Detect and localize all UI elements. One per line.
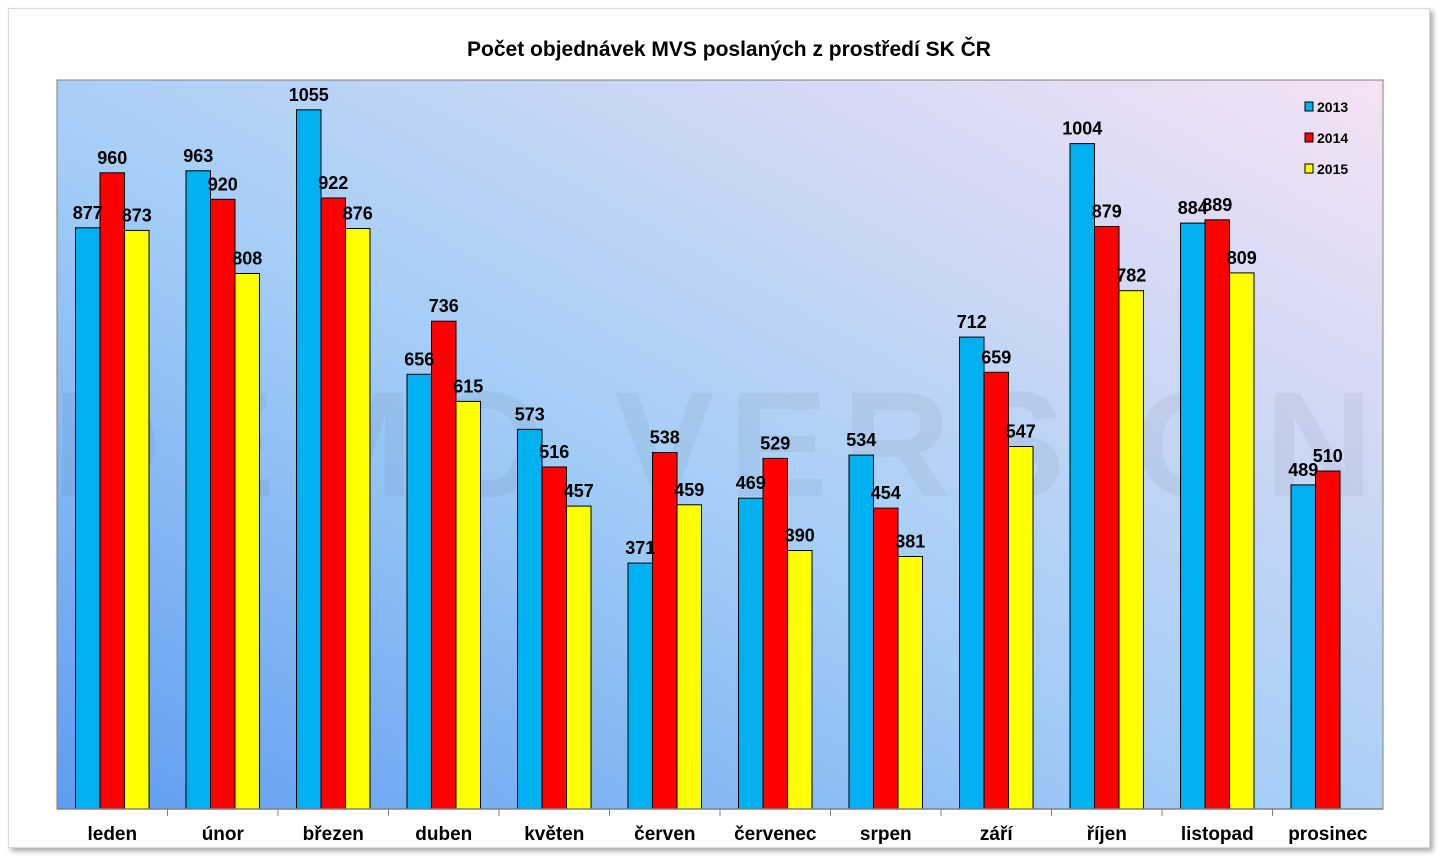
legend-swatch-2013 bbox=[1304, 101, 1314, 112]
x-axis: leden únor březen duben květen červen červenec… bbox=[57, 808, 1383, 845]
legend: 2013 2014 2015 bbox=[1304, 99, 1348, 177]
bar-2014-květen bbox=[541, 466, 567, 810]
data-label-2014-listopad: 889 bbox=[1202, 195, 1232, 215]
legend-swatch-2015 bbox=[1304, 163, 1314, 174]
bars-layer bbox=[75, 109, 1341, 810]
legend-label-2014: 2014 bbox=[1317, 130, 1348, 146]
x-tick-label: listopad bbox=[1181, 824, 1254, 845]
data-label-2014-leden: 960 bbox=[97, 148, 127, 168]
data-label-2015-duben: 615 bbox=[453, 376, 483, 396]
chart-title: Počet objednávek MVS poslaných z prostře… bbox=[467, 37, 991, 61]
data-label-2015-květen: 457 bbox=[564, 481, 594, 501]
x-tick-label: únor bbox=[202, 824, 245, 845]
data-label-2015-listopad: 809 bbox=[1227, 248, 1257, 268]
x-tick-label: srpen bbox=[860, 824, 912, 845]
bar-2015-červenec bbox=[787, 550, 813, 810]
data-label-2015-červen: 459 bbox=[674, 480, 704, 500]
data-labels-layer: 877 960 873 963 920 808 1055 922 876 656 736 615 573… bbox=[73, 85, 1343, 558]
data-label-2014-únor: 920 bbox=[208, 174, 238, 194]
bar-2013-únor bbox=[185, 170, 211, 810]
bar-2013-srpen bbox=[848, 454, 874, 810]
data-label-2013-prosinec: 489 bbox=[1288, 460, 1318, 480]
bar-2013-leden bbox=[75, 227, 101, 810]
data-label-2013-duben: 656 bbox=[404, 349, 434, 369]
data-label-2013-červen: 371 bbox=[625, 538, 655, 558]
bar-2015-duben bbox=[455, 400, 481, 810]
bar-2013-prosinec bbox=[1290, 484, 1316, 810]
bar-2013-září bbox=[959, 336, 985, 810]
bar-2013-březen bbox=[296, 109, 322, 810]
data-label-2013-srpen: 534 bbox=[846, 430, 876, 450]
bar-2015-listopad bbox=[1229, 272, 1255, 810]
data-label-2014-prosinec: 510 bbox=[1313, 446, 1343, 466]
bar-2014-březen bbox=[320, 197, 346, 810]
legend-swatch-2014 bbox=[1304, 132, 1314, 143]
bar-2013-červenec bbox=[738, 497, 764, 810]
x-tick-label: květen bbox=[524, 824, 584, 845]
bar-2014-červen bbox=[652, 452, 678, 810]
data-label-2015-srpen: 381 bbox=[895, 532, 925, 552]
plot-area bbox=[56, 79, 1384, 810]
bar-2013-duben bbox=[406, 373, 432, 810]
bar-2014-prosinec bbox=[1315, 470, 1341, 810]
bar-2015-červen bbox=[676, 504, 702, 810]
x-tick-label: duben bbox=[415, 824, 472, 845]
data-label-2014-červen: 538 bbox=[650, 428, 680, 448]
data-label-2014-červenec: 529 bbox=[760, 433, 790, 453]
data-label-2015-únor: 808 bbox=[232, 249, 262, 269]
bar-2013-květen bbox=[517, 428, 543, 810]
bar-2015-září bbox=[1008, 446, 1034, 810]
data-label-2013-únor: 963 bbox=[183, 146, 213, 166]
data-label-2013-leden: 877 bbox=[73, 203, 103, 223]
bar-2015-květen bbox=[566, 505, 592, 810]
bar-2015-březen bbox=[345, 228, 371, 810]
bar-2014-únor bbox=[210, 198, 236, 810]
data-label-2015-červenec: 390 bbox=[785, 526, 815, 546]
data-label-2014-září: 659 bbox=[981, 347, 1011, 367]
bar-2014-leden bbox=[99, 172, 125, 810]
data-label-2014-duben: 736 bbox=[429, 296, 459, 316]
data-label-2014-březen: 922 bbox=[318, 173, 348, 193]
watermark: DEMO VERSION bbox=[53, 360, 1388, 528]
data-label-2015-leden: 873 bbox=[122, 205, 152, 225]
x-tick-label: leden bbox=[87, 824, 137, 845]
data-label-2013-říjen: 1004 bbox=[1062, 119, 1102, 139]
data-label-2015-říjen: 782 bbox=[1116, 266, 1146, 286]
bar-2013-listopad bbox=[1180, 222, 1206, 810]
bar-2013-červen bbox=[627, 562, 653, 810]
x-tick-label: březen bbox=[303, 824, 364, 845]
data-label-2014-srpen: 454 bbox=[871, 483, 901, 503]
x-tick-label: září bbox=[980, 824, 1013, 845]
x-tick-label: červenec bbox=[734, 824, 817, 845]
bar-2015-srpen bbox=[897, 556, 923, 810]
bar-2015-říjen bbox=[1118, 290, 1144, 810]
x-tick-label: červen bbox=[634, 824, 695, 845]
data-label-2013-září: 712 bbox=[957, 312, 987, 332]
data-label-2015-září: 547 bbox=[1006, 422, 1036, 442]
bar-2013-říjen bbox=[1069, 143, 1095, 810]
bar-2014-duben bbox=[431, 320, 457, 810]
bar-2014-srpen bbox=[873, 507, 899, 810]
bar-2014-listopad bbox=[1204, 219, 1230, 810]
data-label-2013-březen: 1055 bbox=[289, 85, 329, 105]
data-label-2014-říjen: 879 bbox=[1092, 202, 1122, 222]
data-label-2013-listopad: 884 bbox=[1178, 198, 1208, 218]
legend-label-2013: 2013 bbox=[1317, 99, 1348, 115]
data-label-2014-květen: 516 bbox=[539, 442, 569, 462]
data-label-2013-květen: 573 bbox=[515, 404, 545, 424]
legend-label-2015: 2015 bbox=[1317, 161, 1348, 177]
data-label-2013-červenec: 469 bbox=[736, 473, 766, 493]
bar-2014-červenec bbox=[762, 457, 788, 810]
bar-2015-únor bbox=[234, 273, 260, 810]
bar-2015-leden bbox=[124, 229, 150, 810]
x-tick-label: říjen bbox=[1087, 824, 1127, 845]
bar-2014-říjen bbox=[1094, 226, 1120, 810]
data-label-2015-březen: 876 bbox=[343, 204, 373, 224]
x-tick-label: prosinec bbox=[1288, 824, 1368, 845]
